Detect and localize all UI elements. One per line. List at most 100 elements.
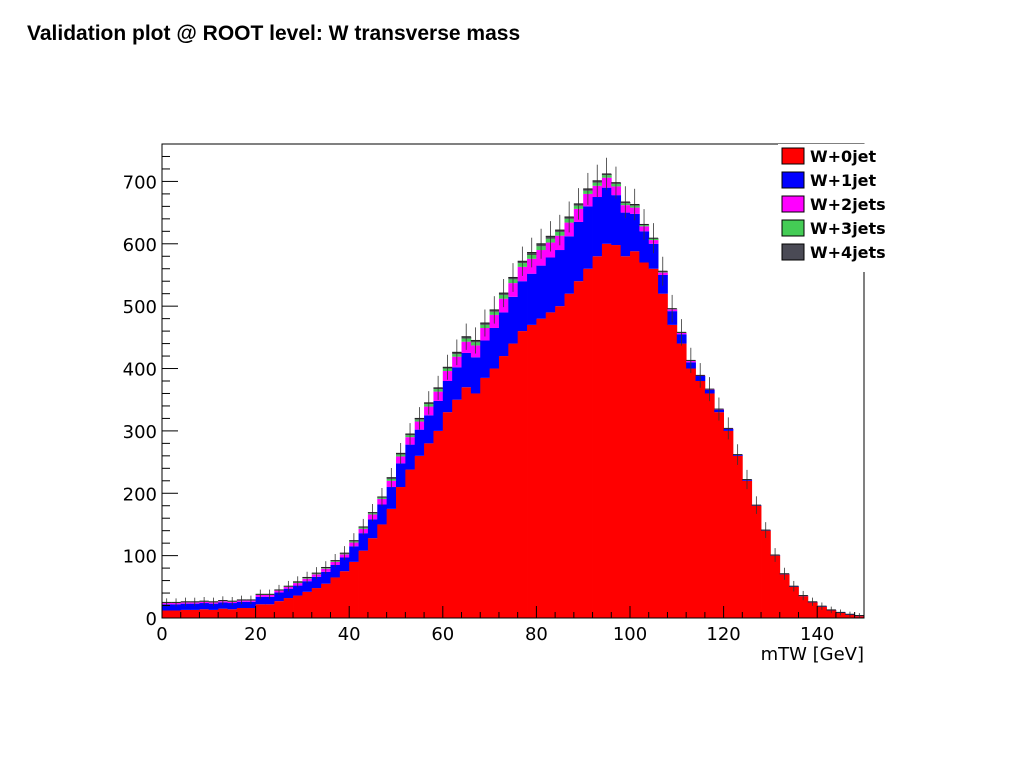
bar-w-0jet xyxy=(293,595,303,618)
bar-w-0jet xyxy=(424,443,434,618)
bar-w-0jet xyxy=(246,608,256,618)
bar-w-1jet xyxy=(218,602,228,609)
legend-item: W+3jets xyxy=(781,219,886,238)
y-tick-label: 0 xyxy=(146,609,157,630)
bar-w-1jet xyxy=(639,231,650,263)
bar-w-1jet xyxy=(573,221,584,282)
bar-w-1jet xyxy=(358,533,369,551)
y-tick-label: 400 xyxy=(123,360,157,381)
bar-w-1jet xyxy=(199,603,210,610)
bar-w-0jet xyxy=(648,268,659,618)
bar-w-1jet xyxy=(367,519,378,539)
bar-w-0jet xyxy=(461,387,472,618)
bar-w-0jet xyxy=(171,610,182,618)
y-tick-label: 200 xyxy=(123,484,157,505)
bar-w-0jet xyxy=(723,430,734,618)
bar-w-0jet xyxy=(761,530,771,618)
bar-w-0jet xyxy=(573,281,584,618)
bar-w-1jet xyxy=(339,557,350,572)
bar-w-1jet xyxy=(648,243,659,269)
page-title: Validation plot @ ROOT level: W transver… xyxy=(27,22,521,45)
y-axis: 0 100 200 300 400 500 600 700 xyxy=(123,143,178,630)
bar-w-0jet xyxy=(321,583,331,618)
bar-w-0jet xyxy=(190,609,200,618)
bar-w-0jet xyxy=(686,368,696,618)
bar-w-1jet xyxy=(611,195,622,246)
bar-w-1jet xyxy=(601,187,612,244)
bar-w-1jet xyxy=(311,576,322,589)
legend-swatch xyxy=(781,243,805,261)
bar-w-1jet xyxy=(461,352,472,388)
bar-w-1jet xyxy=(302,581,313,592)
x-axis: 0 20 40 60 80 100 120 140 xyxy=(156,606,856,645)
legend-label: W+4jets xyxy=(810,243,886,262)
bar-w-1jet xyxy=(171,604,182,611)
bar-w-0jet xyxy=(601,243,612,618)
bar-w-1jet xyxy=(527,273,537,325)
bar-w-0jet xyxy=(583,268,593,618)
bar-w-0jet xyxy=(732,455,743,618)
bar-w-1jet xyxy=(498,312,509,357)
bar-w-1jet xyxy=(190,603,200,610)
bar-w-0jet xyxy=(311,588,322,618)
bar-w-0jet xyxy=(630,251,640,618)
bar-w-0jet xyxy=(611,245,622,618)
bar-w-1jet xyxy=(592,197,603,257)
legend-swatch xyxy=(781,195,805,213)
bar-w-0jet xyxy=(396,487,406,618)
bar-w-0jet xyxy=(508,343,519,618)
bar-w-0jet xyxy=(714,412,724,618)
bar-w-1jet xyxy=(442,381,453,413)
bar-w-1jet xyxy=(517,281,528,332)
bar-w-1jet xyxy=(227,603,238,610)
bar-w-0jet xyxy=(658,293,668,618)
error-bars xyxy=(162,157,864,618)
y-tick-label: 700 xyxy=(123,172,157,193)
legend-label: W+0jet xyxy=(810,147,877,166)
bar-w-0jet xyxy=(199,609,210,618)
bar-w-0jet xyxy=(227,609,238,618)
bar-w-1jet xyxy=(274,592,285,602)
bar-w-1jet xyxy=(536,265,547,319)
y-tick-label: 600 xyxy=(123,235,157,256)
bar-w-0jet xyxy=(358,550,369,618)
bar-w-1jet xyxy=(480,340,490,378)
bar-w-1jet xyxy=(564,236,575,294)
bar-w-1jet xyxy=(489,327,500,369)
x-tick-label: 0 xyxy=(156,624,167,645)
bar-w-0jet xyxy=(545,312,556,618)
x-tick-label: 140 xyxy=(800,624,834,645)
bar-w-0jet xyxy=(180,609,191,618)
legend-swatch xyxy=(781,147,805,165)
bar-w-0jet xyxy=(536,318,547,618)
bar-w-1jet xyxy=(583,206,593,269)
bar-w-1jet xyxy=(377,504,388,525)
y-tick-label: 500 xyxy=(123,297,157,318)
x-axis-label: mTW [GeV] xyxy=(761,644,864,665)
bar-w-1jet xyxy=(255,596,266,605)
bar-w-0jet xyxy=(283,598,294,618)
bar-w-0jet xyxy=(302,591,313,618)
bar-w-0jet xyxy=(452,399,462,618)
bar-w-0jet xyxy=(386,508,397,618)
bar-w-0jet xyxy=(433,430,444,618)
bar-w-0jet xyxy=(695,381,706,618)
bar-w-1jet xyxy=(414,429,425,456)
bar-w-0jet xyxy=(620,256,631,618)
bar-w-0jet xyxy=(442,412,453,618)
legend-label: W+1jet xyxy=(810,171,877,190)
bar-w-0jet xyxy=(835,613,846,618)
y-tick-label: 300 xyxy=(123,422,157,443)
bar-w-1jet xyxy=(470,357,481,394)
legend-swatch xyxy=(781,219,805,237)
bar-w-1jet xyxy=(508,296,519,344)
bar-w-0jet xyxy=(667,324,678,618)
bar-w-0jet xyxy=(555,306,565,618)
bar-w-0jet xyxy=(236,608,247,618)
bar-w-1jet xyxy=(545,257,556,313)
legend-label: W+3jets xyxy=(810,219,886,238)
bar-w-1jet xyxy=(180,603,191,610)
bar-w-0jet xyxy=(779,574,790,618)
bar-w-0jet xyxy=(826,610,837,618)
bar-w-1jet xyxy=(396,463,406,488)
